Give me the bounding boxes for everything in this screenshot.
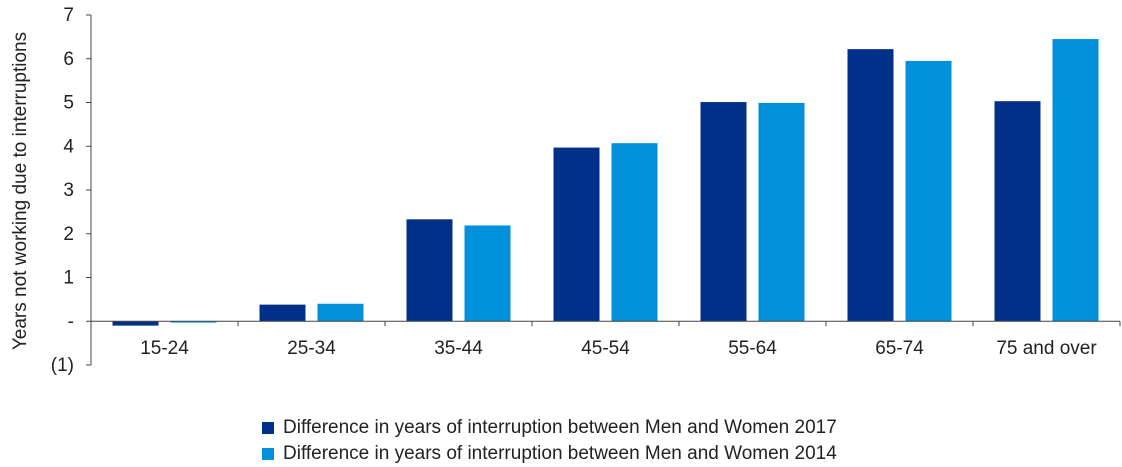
x-tick-label: 55-64 (728, 338, 777, 359)
y-axis: 7 6 5 4 3 2 1 - (1) (51, 5, 92, 376)
bar-2017-75-and-over (994, 101, 1041, 322)
bars (112, 39, 1099, 326)
legend-item-2017: Difference in years of interruption betw… (262, 415, 837, 441)
bar-2014-55-64 (758, 102, 805, 322)
bar-chart: Years not working due to interruptions 7… (10, 5, 1121, 376)
legend-label-2017: Difference in years of interruption betw… (283, 417, 837, 438)
legend-swatch-2014 (262, 448, 274, 460)
bar-2014-45-54 (611, 143, 658, 322)
bar-2014-75-and-over (1052, 39, 1099, 322)
x-tick-label: 45-54 (581, 338, 630, 359)
x-tick-label: 65-74 (875, 338, 924, 359)
y-tick-label: (1) (51, 355, 74, 376)
x-axis: 15-24 25-34 35-44 45-54 55-64 65-74 75 and ove… (90, 320, 1121, 359)
bar-2017-65-74 (847, 49, 894, 322)
bar-2014-35-44 (464, 225, 511, 322)
y-tick-label: 1 (63, 268, 74, 289)
bar-2017-55-64 (700, 102, 747, 322)
y-tick-label: 3 (63, 180, 74, 201)
bar-2017-45-54 (553, 147, 600, 322)
x-tick-label: 75 and over (996, 338, 1097, 359)
y-tick-label: 2 (63, 224, 74, 245)
bar-2017-35-44 (406, 219, 453, 322)
x-tick-label: 15-24 (140, 338, 189, 359)
y-axis-label: Years not working due to interruptions (10, 32, 31, 350)
y-tick-label: 5 (63, 93, 74, 114)
bar-2014-15-24 (170, 321, 217, 323)
bar-2017-25-34 (259, 304, 306, 322)
bar-2014-25-34 (317, 303, 364, 322)
legend-label-2014: Difference in years of interruption betw… (283, 443, 837, 464)
legend: Difference in years of interruption betw… (262, 415, 837, 467)
x-tick-label: 35-44 (434, 338, 483, 359)
y-tick-label: 6 (63, 49, 74, 70)
x-tick-label: 25-34 (287, 338, 336, 359)
bar-2017-15-24 (112, 321, 159, 326)
legend-item-2014: Difference in years of interruption betw… (262, 441, 837, 467)
legend-swatch-2017 (262, 422, 274, 434)
y-tick-label: - (68, 311, 74, 332)
y-tick-label: 4 (63, 136, 74, 157)
y-tick-label: 7 (63, 5, 74, 26)
bar-2014-65-74 (905, 60, 952, 322)
